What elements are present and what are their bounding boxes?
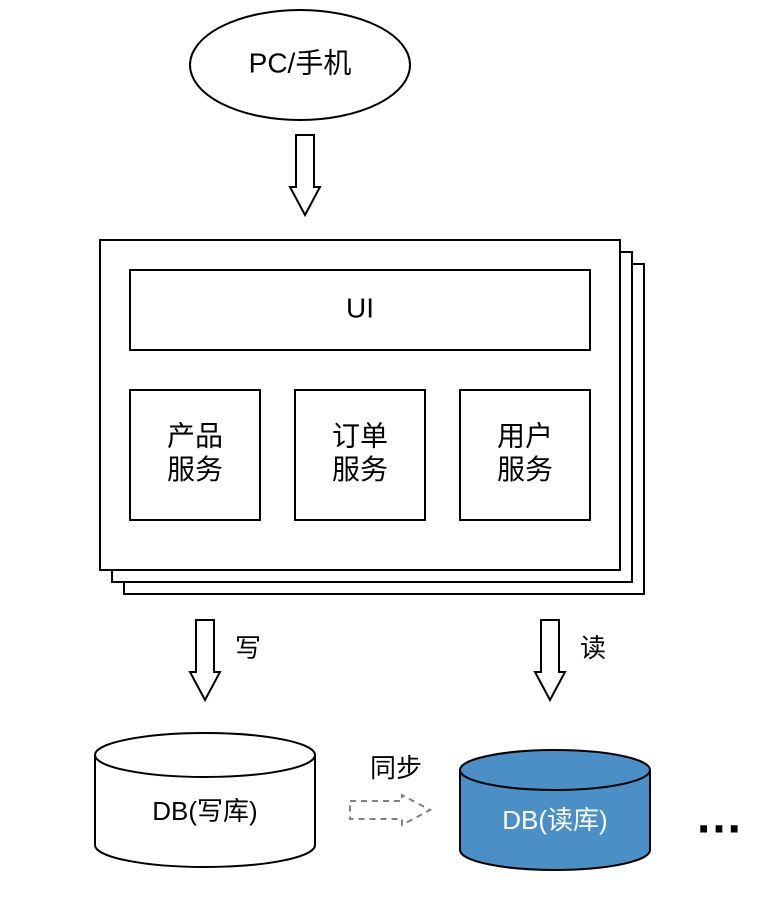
write-label: 写 <box>235 633 261 663</box>
read-label: 读 <box>580 633 606 663</box>
sync-label: 同步 <box>370 753 422 783</box>
svg-text:服务: 服务 <box>167 454 223 485</box>
svg-text:UI: UI <box>346 292 374 323</box>
svg-text:DB(读库): DB(读库) <box>502 805 607 835</box>
ellipsis: … <box>695 791 743 844</box>
svg-text:DB(写库): DB(写库) <box>152 796 257 826</box>
db-cylinder-top <box>95 733 315 777</box>
db-cylinder-top <box>460 750 650 790</box>
svg-text:服务: 服务 <box>497 454 553 485</box>
svg-text:PC/手机: PC/手机 <box>249 47 352 78</box>
svg-text:产品: 产品 <box>167 421 223 452</box>
svg-text:用户: 用户 <box>497 421 553 452</box>
svg-text:订单: 订单 <box>332 421 388 452</box>
svg-text:服务: 服务 <box>332 454 388 485</box>
